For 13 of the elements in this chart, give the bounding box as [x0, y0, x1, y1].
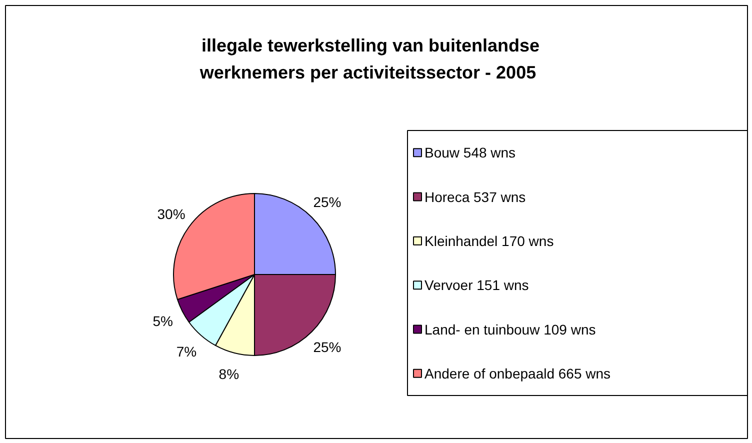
legend-label: Vervoer 151 wns — [424, 277, 529, 294]
legend-label: Land- en tuinbouw 109 wns — [424, 321, 596, 338]
data-label: 7% — [176, 344, 197, 360]
data-label: 5% — [152, 313, 173, 330]
legend-label: Kleinhandel 170 wns — [424, 232, 554, 249]
chart-title: illegale tewerkstelling van buitenlandse werknemers per activiteitssector - 2005 — [198, 36, 540, 82]
data-label: 8% — [218, 366, 240, 382]
data-label: 30% — [157, 206, 186, 222]
legend-label: Andere of onbepaald 665 wns — [424, 365, 611, 382]
data-label: 25% — [313, 339, 342, 356]
legend-label: Horeca 537 wns — [424, 188, 526, 205]
data-label: 25% — [313, 194, 342, 210]
legend-label: Bouw 548 wns — [424, 144, 516, 161]
